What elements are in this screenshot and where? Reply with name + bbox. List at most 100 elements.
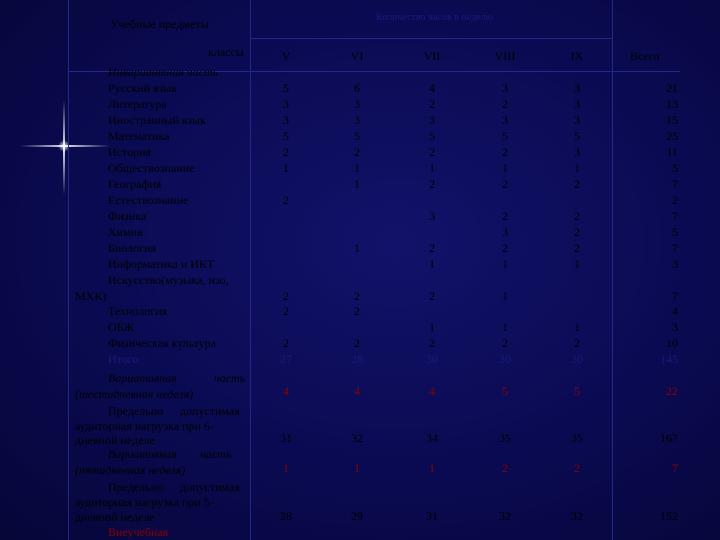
hours-cell: 145	[660, 352, 678, 366]
hours-cell: 34	[426, 431, 438, 445]
hours-cell: 3	[574, 97, 580, 111]
hours-cell: 2	[283, 336, 289, 350]
hours-cell: 15	[666, 113, 678, 127]
hours-cell: 28	[280, 509, 292, 523]
hours-cell: 5	[502, 384, 508, 398]
max-load-label: аудиторная нагрузка при 6-	[75, 419, 214, 433]
hours-cell: 3	[354, 97, 360, 111]
hours-cell: 30	[571, 352, 583, 366]
hours-title: Количество часов в неделю	[376, 12, 494, 23]
hours-cell: 5	[502, 129, 508, 143]
hours-cell: 3	[283, 97, 289, 111]
hours-cell: 4	[429, 81, 435, 95]
hours-cell: 5	[574, 129, 580, 143]
hours-cell: 28	[351, 352, 363, 366]
hours-cell: 30	[499, 352, 511, 366]
hours-cell: 32	[499, 509, 511, 523]
hours-cell: 3	[672, 257, 678, 271]
hours-cell: 5	[574, 384, 580, 398]
hours-cell: 1	[429, 161, 435, 175]
hours-cell: 13	[666, 97, 678, 111]
hours-cell: 25	[666, 129, 678, 143]
variative-label: часть	[200, 447, 232, 461]
subject-name: Физика	[108, 209, 147, 223]
hours-cell: 5	[429, 129, 435, 143]
hours-cell: 2	[283, 193, 289, 207]
subject-name: Математика	[108, 129, 170, 143]
hours-cell: 3	[672, 320, 678, 334]
hours-cell: 2	[429, 336, 435, 350]
subject-name: Искусство(музыка, изо,	[108, 273, 229, 287]
hours-cell: 22	[666, 384, 678, 398]
hours-cell: 2	[502, 145, 508, 159]
subject-name: ОБЖ	[108, 320, 135, 334]
hours-cell: 2	[502, 209, 508, 223]
hours-cell: 4	[283, 384, 289, 398]
max-load-label: допустимая	[180, 480, 240, 494]
hours-cell: 31	[426, 509, 438, 523]
hours-cell: 2	[502, 336, 508, 350]
hours-cell: 5	[283, 129, 289, 143]
subject-name: История	[108, 145, 152, 159]
hours-cell: 1	[354, 161, 360, 175]
subjects-title: Учебные предметы	[110, 17, 209, 31]
hours-cell: 21	[666, 81, 678, 95]
subject-name: Информатика и ИКТ	[108, 257, 215, 271]
hours-cell: 2	[283, 304, 289, 318]
subject-name: Биология	[108, 241, 157, 255]
hours-cell: 152	[660, 509, 678, 523]
hours-cell: 2	[574, 209, 580, 223]
hours-cell: 6	[354, 81, 360, 95]
subject-name: Химия	[108, 225, 143, 239]
hours-cell: 2	[502, 97, 508, 111]
hours-cell: 4	[429, 384, 435, 398]
hours-cell: 2	[502, 241, 508, 255]
hours-cell: 1	[429, 461, 435, 475]
hours-cell: 2	[574, 461, 580, 475]
subject-name: Русский язык	[108, 81, 178, 95]
hours-cell: 2	[429, 145, 435, 159]
max-load-label: допустимая	[180, 404, 240, 418]
hours-cell: 2	[283, 289, 289, 303]
hours-cell: 4	[672, 304, 678, 318]
column-header-1: VI	[350, 49, 364, 63]
hours-cell: 1	[502, 320, 508, 334]
hours-cell: 2	[283, 145, 289, 159]
variative-label: Вариативная	[108, 371, 177, 385]
subject-name: Естествознание	[108, 193, 189, 207]
hours-cell: 2	[502, 177, 508, 191]
max-load-label: дневной неделе	[75, 433, 155, 447]
hours-cell: 1	[574, 257, 580, 271]
hours-cell: 1	[429, 320, 435, 334]
subject-name: Физическая культура	[108, 336, 217, 350]
hours-cell: 3	[283, 113, 289, 127]
max-load-label: дневной неделе	[75, 510, 155, 524]
max-load-label: аудиторная нагрузка при 5-	[75, 495, 214, 509]
variative-label: Вариативная	[108, 447, 177, 461]
hours-cell: 1	[502, 257, 508, 271]
hours-cell: 1	[354, 461, 360, 475]
hours-cell: 7	[672, 289, 678, 303]
hours-cell: 1	[574, 161, 580, 175]
hours-cell: 1	[283, 461, 289, 475]
hours-cell: 1	[502, 161, 508, 175]
hours-cell: 11	[666, 145, 678, 159]
hours-cell: 1	[574, 320, 580, 334]
hours-cell: 2	[574, 225, 580, 239]
hours-cell: 3	[574, 81, 580, 95]
hours-cell: 2	[429, 289, 435, 303]
extracurricular-label: Внеучебная	[108, 525, 169, 539]
variative-label: часть	[214, 371, 246, 385]
hours-cell: 29	[351, 509, 363, 523]
hours-cell: 5	[672, 225, 678, 239]
hours-cell: 1	[502, 289, 508, 303]
hours-cell: 3	[574, 113, 580, 127]
total-label: Итого	[108, 352, 139, 366]
hours-cell: 7	[672, 461, 678, 475]
hours-cell: 5	[283, 81, 289, 95]
subject-name: Инвариантная часть	[108, 65, 219, 79]
hours-cell: 30	[426, 352, 438, 366]
hours-cell: 5	[354, 129, 360, 143]
hours-cell: 2	[574, 177, 580, 191]
column-header-2: VII	[423, 49, 441, 63]
